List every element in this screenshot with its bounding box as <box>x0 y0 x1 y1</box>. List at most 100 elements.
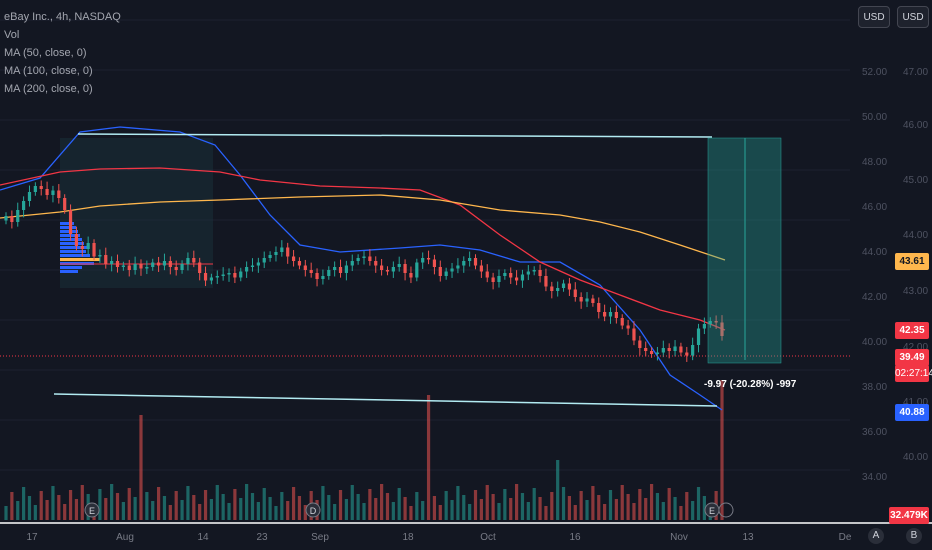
volume-bar <box>68 490 73 520</box>
volume-bar <box>520 493 525 520</box>
candle-body <box>579 297 583 302</box>
candle-body <box>620 318 624 326</box>
currency-button-right[interactable]: USD <box>897 6 929 28</box>
candle-body <box>291 256 296 261</box>
volume-bar <box>297 496 302 520</box>
volume-bar <box>250 493 255 520</box>
grid <box>0 19 850 471</box>
volume-bar <box>374 498 378 520</box>
volume-profile-row <box>60 266 82 269</box>
candle-body <box>456 265 460 269</box>
currency-button-left[interactable]: USD <box>858 6 890 28</box>
volume-bar <box>432 496 437 520</box>
log-scale-button[interactable]: B <box>906 528 922 544</box>
volume-bar <box>391 502 395 520</box>
date-tick: Oct <box>480 532 496 543</box>
candle-body <box>432 259 437 267</box>
event-marker-label: D <box>310 506 317 516</box>
candle-body <box>74 234 79 246</box>
candle-body <box>421 258 425 263</box>
candle-body <box>532 270 536 272</box>
volume-bar <box>526 502 530 520</box>
candle-body <box>262 258 266 263</box>
volume-bar <box>573 505 577 520</box>
legend-ma50: MA (50, close, 0) <box>4 47 87 59</box>
volume-bar <box>514 484 519 520</box>
ma-100-line <box>0 167 726 331</box>
auto-scale-button[interactable]: A <box>868 528 884 544</box>
volume-bar <box>139 415 143 520</box>
volume-profile-row <box>60 222 74 225</box>
candle-body <box>714 321 718 323</box>
volume-tag: 32.479K <box>889 507 929 524</box>
event-marker-icon <box>84 502 100 518</box>
last-price-tag: 39.49 <box>895 349 929 366</box>
candle-body <box>544 276 548 287</box>
candle-body <box>649 351 654 354</box>
candle-body <box>591 298 595 303</box>
volume-bar <box>350 485 354 520</box>
price-tick-left: 34.00 <box>862 472 887 483</box>
candle-body <box>485 271 489 278</box>
volume-bar <box>174 491 178 520</box>
volume-bar <box>638 489 642 520</box>
candle-body <box>203 273 208 281</box>
volume-bar <box>608 490 613 520</box>
candle-body <box>608 312 613 317</box>
volume-bar <box>121 502 125 520</box>
volume-bar <box>344 499 348 520</box>
candle-body <box>16 210 20 222</box>
ma100-price-tag: 42.35 <box>895 322 929 339</box>
volume-bar <box>4 506 8 520</box>
chart-legend: eBay Inc., 4h, NASDAQ Vol MA (50, close,… <box>4 8 121 98</box>
candle-body <box>696 328 701 345</box>
volume-bar <box>192 495 196 520</box>
price-tick-right: 47.00 <box>903 67 928 78</box>
volume-bar <box>145 492 149 520</box>
price-tick-left: 38.00 <box>862 382 887 393</box>
volume-bar <box>409 506 413 520</box>
price-tick-left: 52.00 <box>862 67 887 78</box>
volume-bar <box>280 492 284 520</box>
candle-body <box>655 352 660 354</box>
candle-body <box>415 262 419 278</box>
date-tick: 17 <box>26 532 38 543</box>
volume-bar <box>468 504 472 520</box>
candle-body <box>104 255 108 264</box>
candle-body <box>491 277 495 282</box>
price-tick-right: 45.00 <box>903 175 928 186</box>
volume-bar <box>180 500 184 520</box>
volume-bar <box>497 503 501 520</box>
candle-body <box>45 189 49 195</box>
volume-bar <box>673 497 677 520</box>
candle-body <box>597 303 601 312</box>
volume-bar <box>403 497 407 520</box>
volume-bar <box>620 485 624 520</box>
volume-bar <box>98 489 102 520</box>
price-tick-left: 50.00 <box>862 112 887 123</box>
volume-bar <box>16 501 20 520</box>
volume-bar <box>227 503 231 520</box>
candle-body <box>438 267 442 276</box>
volume-bar <box>333 504 337 520</box>
candle-body <box>57 190 61 198</box>
candle-body <box>4 216 8 221</box>
volume-bar <box>327 495 331 520</box>
volume-bar <box>127 488 131 520</box>
legend-ma200: MA (200, close, 0) <box>4 83 93 95</box>
candle-body <box>174 267 178 270</box>
candle-body <box>333 267 337 270</box>
price-tick-right: 46.00 <box>903 120 928 131</box>
volume-profile-row <box>60 258 100 261</box>
candle-body <box>426 258 431 260</box>
volume-bar <box>63 504 67 520</box>
candle-body <box>127 265 131 270</box>
volume-bar <box>421 501 425 520</box>
candle-body <box>573 289 577 297</box>
volume-bar <box>133 497 137 520</box>
candle-body <box>503 273 507 276</box>
candle-body <box>86 243 90 249</box>
volume-profile-row <box>60 234 80 237</box>
volume-profile-row <box>60 226 76 229</box>
